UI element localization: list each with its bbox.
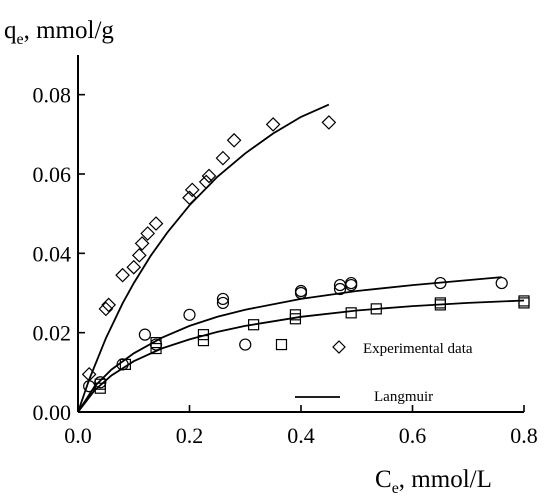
x-axis-title-rest: , mmol/L bbox=[399, 466, 492, 493]
square-data-point bbox=[370, 303, 382, 315]
diamond-data-point bbox=[101, 297, 117, 313]
diamond-data-point bbox=[265, 117, 281, 132]
square-data-point bbox=[119, 358, 131, 370]
circle-data-point bbox=[239, 338, 252, 351]
y-tick-label: 0.08 bbox=[33, 83, 72, 108]
legend-diamond-marker bbox=[332, 340, 346, 354]
circle-data-point bbox=[183, 308, 196, 321]
square-data-point bbox=[345, 307, 357, 319]
axis-ticks: 0.0 0.2 0.4 0.6 0.8 0.00 0.02 0.04 0.06 0.08 bbox=[33, 83, 538, 448]
diamond-data-point bbox=[115, 267, 130, 283]
square-data-point bbox=[94, 378, 106, 390]
square-data-point bbox=[248, 319, 260, 331]
diamond-data-point bbox=[148, 216, 164, 231]
langmuir-fit-diamond-series bbox=[77, 103, 330, 413]
y-axis-title: qe, mmol/g bbox=[4, 17, 114, 48]
legend-langmuir-label: Langmuir bbox=[374, 389, 433, 405]
x-tick-label: 0.0 bbox=[64, 423, 92, 448]
circle-data-point bbox=[333, 282, 347, 296]
circle-data-point bbox=[138, 328, 151, 341]
x-tick-label: 0.4 bbox=[287, 423, 315, 448]
circle-data-point bbox=[345, 278, 358, 292]
langmuir-fit-square-series bbox=[77, 299, 525, 413]
square-data-point bbox=[275, 338, 288, 351]
x-tick-label: 0.8 bbox=[510, 423, 538, 448]
circle-data-point bbox=[294, 284, 308, 298]
square-data-point bbox=[150, 342, 162, 355]
circle-data-point bbox=[83, 380, 96, 393]
langmuir-fit-lines bbox=[77, 103, 525, 413]
y-tick-label: 0.06 bbox=[33, 162, 72, 187]
diamond-data-point bbox=[198, 174, 214, 190]
square-data-point bbox=[197, 329, 210, 341]
y-tick-label: 0.02 bbox=[33, 321, 72, 346]
x-axis-title-main: C bbox=[375, 466, 392, 493]
circle-data-point bbox=[216, 296, 230, 310]
circle-data-point bbox=[495, 276, 508, 290]
y-axis-title-main: q bbox=[4, 17, 17, 44]
y-axis-title-sub: e bbox=[17, 31, 24, 48]
diamond-data-point bbox=[98, 301, 114, 317]
x-axis-title-sub: e bbox=[392, 480, 399, 497]
diamond-data-point bbox=[140, 226, 156, 241]
x-tick-label: 0.6 bbox=[399, 423, 427, 448]
langmuir-fit-circle-series bbox=[77, 276, 502, 413]
square-data-point bbox=[289, 309, 302, 321]
diamond-data-point bbox=[184, 182, 200, 198]
square-data-point bbox=[150, 336, 162, 349]
x-axis-title: Ce, mmol/L bbox=[375, 466, 492, 497]
square-data-point bbox=[197, 335, 210, 347]
diamond-data-point bbox=[131, 247, 147, 263]
diamond-data-point bbox=[134, 236, 150, 251]
experimental-markers bbox=[81, 115, 530, 394]
diamond-data-point bbox=[126, 259, 142, 275]
legend: Experimental data Langmuir bbox=[295, 340, 473, 405]
legend-experimental-label: Experimental data bbox=[363, 341, 473, 357]
diamond-data-point bbox=[321, 115, 337, 130]
square-data-point bbox=[434, 297, 446, 309]
diamond-data-point bbox=[201, 168, 217, 184]
x-tick-label: 0.2 bbox=[176, 423, 204, 448]
y-axis-title-rest: , mmol/g bbox=[24, 17, 115, 44]
y-tick-label: 0.00 bbox=[33, 400, 72, 425]
y-tick-label: 0.04 bbox=[33, 241, 72, 266]
diamond-data-point bbox=[215, 150, 231, 166]
circle-data-point bbox=[434, 276, 447, 290]
circle-data-point bbox=[216, 292, 230, 306]
diamond-data-point bbox=[226, 132, 242, 148]
square-data-point bbox=[518, 295, 530, 307]
